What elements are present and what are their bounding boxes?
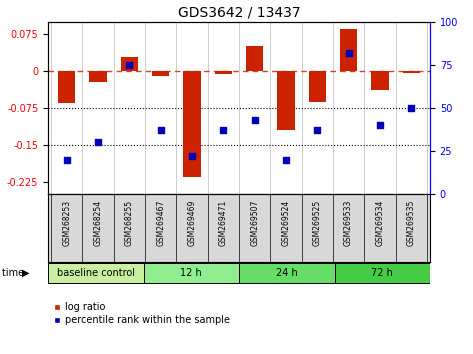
Point: [407, 105, 415, 111]
Text: 24 h: 24 h: [276, 268, 298, 278]
Text: GSM269471: GSM269471: [219, 199, 228, 246]
Bar: [215, 71, 232, 74]
Point: [63, 157, 70, 162]
Bar: [277, 71, 295, 130]
Bar: [403, 71, 420, 73]
Point: [157, 127, 165, 133]
Text: baseline control: baseline control: [57, 268, 135, 278]
Text: GSM268254: GSM268254: [94, 199, 103, 246]
Bar: [143, 263, 239, 283]
Title: GDS3642 / 13437: GDS3642 / 13437: [178, 5, 300, 19]
Point: [94, 139, 102, 145]
Text: time: time: [2, 268, 27, 278]
Text: GSM269469: GSM269469: [187, 199, 197, 246]
Bar: [340, 29, 357, 71]
Text: ▶: ▶: [22, 268, 30, 278]
Bar: [152, 71, 169, 76]
Bar: [121, 57, 138, 71]
Text: GSM269534: GSM269534: [376, 199, 385, 246]
Bar: [246, 46, 263, 71]
Bar: [58, 71, 75, 103]
Point: [188, 153, 196, 159]
Bar: [239, 263, 334, 283]
Text: GSM269533: GSM269533: [344, 199, 353, 246]
Point: [314, 127, 321, 133]
Text: 72 h: 72 h: [371, 268, 393, 278]
Bar: [48, 263, 143, 283]
Text: GSM269467: GSM269467: [156, 199, 165, 246]
Point: [251, 117, 258, 123]
Text: GSM269535: GSM269535: [407, 199, 416, 246]
Bar: [184, 71, 201, 177]
Legend: log ratio, percentile rank within the sample: log ratio, percentile rank within the sa…: [53, 302, 229, 325]
Text: GSM268253: GSM268253: [62, 199, 71, 246]
Point: [282, 157, 290, 162]
Point: [219, 127, 227, 133]
Bar: [334, 263, 430, 283]
Bar: [89, 71, 107, 82]
Text: GSM269507: GSM269507: [250, 199, 259, 246]
Point: [345, 50, 352, 56]
Point: [376, 122, 384, 128]
Text: 12 h: 12 h: [180, 268, 202, 278]
Bar: [309, 71, 326, 102]
Bar: [371, 71, 388, 90]
Point: [126, 62, 133, 68]
Text: GSM268255: GSM268255: [125, 199, 134, 246]
Text: GSM269525: GSM269525: [313, 199, 322, 246]
Text: GSM269524: GSM269524: [281, 199, 290, 246]
